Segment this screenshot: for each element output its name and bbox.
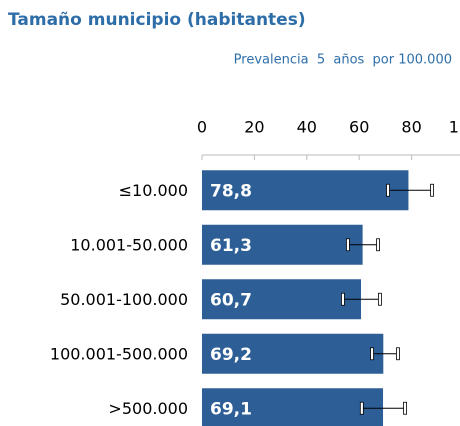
y-tick-label: 10.001-50.000	[70, 235, 188, 254]
x-tick-label: 60	[349, 118, 369, 137]
error-cap	[377, 292, 382, 306]
value-label: 60,7	[210, 290, 252, 310]
bar	[202, 388, 384, 426]
bar	[202, 224, 363, 265]
value-label: 69,1	[210, 399, 252, 419]
bar	[202, 279, 362, 320]
error-cap	[403, 401, 407, 415]
x-tick-label: 80	[401, 118, 421, 137]
x-tick-label: 100	[449, 118, 460, 137]
chart-subtitle: Prevalencia 5 años por 100.000	[234, 53, 452, 68]
chart-title: Tamaño municipio (habitantes)	[8, 10, 306, 30]
y-tick-label: 100.001-500.000	[50, 344, 188, 363]
x-tick-label: 0	[197, 118, 207, 137]
error-cap	[396, 347, 400, 361]
y-tick-label: >500.000	[108, 399, 188, 418]
x-tick-label: 20	[244, 118, 264, 137]
value-label: 61,3	[210, 236, 252, 256]
value-label: 78,8	[210, 181, 252, 201]
error-cap	[359, 401, 364, 415]
error-cap	[376, 238, 380, 252]
error-cap	[430, 183, 434, 197]
y-tick-label: 50.001-100.000	[60, 290, 188, 309]
bar	[202, 333, 384, 374]
y-tick-label: ≤10.000	[119, 181, 188, 200]
error-cap	[341, 292, 345, 306]
error-cap	[346, 238, 350, 252]
error-cap	[386, 183, 390, 197]
value-label: 69,2	[210, 345, 252, 365]
x-tick-label: 40	[297, 118, 317, 137]
error-cap	[370, 347, 374, 361]
bar	[202, 170, 409, 211]
